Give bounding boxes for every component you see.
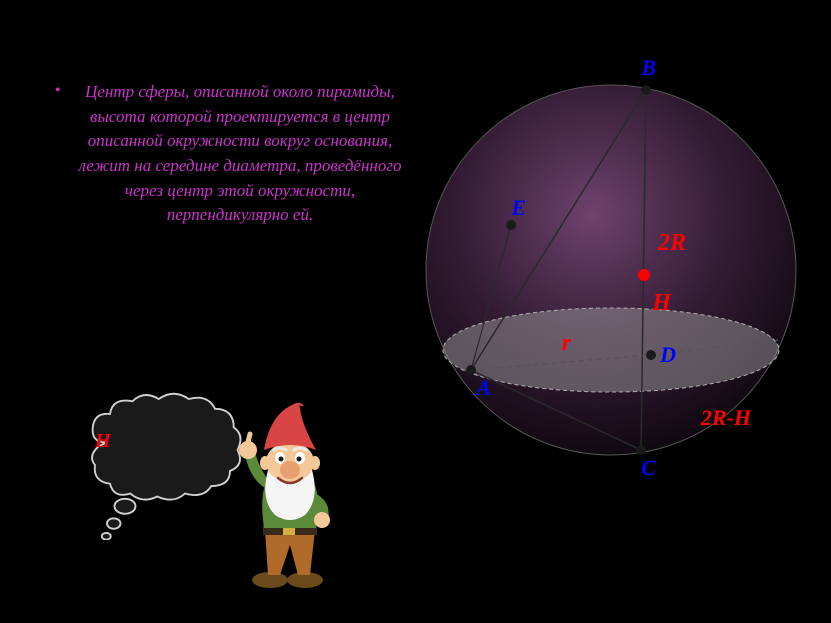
label-C: C bbox=[641, 455, 656, 481]
body-text: Центр сферы, описанной около пирамиды, в… bbox=[70, 80, 410, 228]
label-2R-H: 2R-H bbox=[701, 405, 751, 431]
label-A: A bbox=[476, 375, 491, 401]
gnome-character-icon bbox=[220, 400, 360, 590]
cloud-H-text: H bbox=[95, 430, 111, 453]
label-D: D bbox=[660, 342, 676, 368]
label-B: B bbox=[641, 55, 656, 81]
bullet-icon: • bbox=[55, 82, 61, 100]
label-H: H bbox=[652, 290, 671, 317]
label-2R: 2R bbox=[658, 230, 686, 257]
label-r: r bbox=[562, 330, 571, 357]
label-E: E bbox=[511, 195, 526, 221]
